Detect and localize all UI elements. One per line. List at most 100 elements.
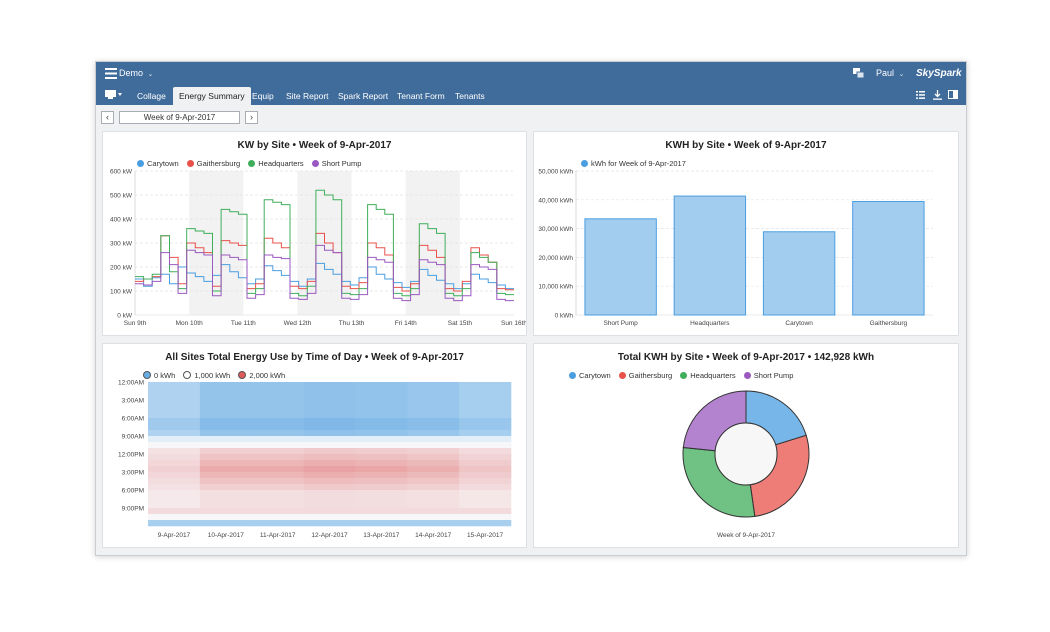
legend-item-kwh-week[interactable]: kWh for Week of 9-Apr-2017 [581, 159, 686, 168]
heat-cell [407, 406, 460, 413]
heat-cell [459, 508, 512, 515]
download-icon[interactable] [933, 90, 942, 100]
heat-cell [407, 454, 460, 461]
legend-item-headquarters[interactable]: Headquarters [680, 371, 736, 380]
series-line-short-pump [135, 244, 514, 302]
y-tick-label: 0 kWh [555, 313, 574, 320]
nav-bar: Collage Energy Summary Equip Site Report… [96, 85, 966, 105]
kwh-bar-chart[interactable]: 0 kWh 10,000 kWh 20,000 kWh 30,000 kWh 40,00… [534, 132, 959, 336]
next-week-button[interactable]: › [245, 111, 258, 124]
heat-cell [407, 478, 460, 485]
heat-cell [303, 448, 356, 455]
heat-cell [251, 448, 304, 455]
heatmap-title: All Sites Total Energy Use by Time of Da… [165, 352, 464, 363]
legend-item-short-pump[interactable]: Short Pump [311, 159, 361, 168]
heat-cell [251, 430, 304, 437]
heat-cell [148, 460, 201, 467]
heat-cell [199, 442, 253, 449]
heat-cell [459, 478, 512, 485]
windows-icon[interactable] [853, 68, 865, 79]
heat-cell [148, 442, 201, 449]
heat-cell [199, 430, 253, 437]
x-tick-label: Sat 15th [448, 320, 473, 327]
heat-cell [355, 382, 408, 389]
heat-cell [148, 430, 201, 437]
x-tick-label: 15-Apr-2017 [467, 532, 504, 539]
date-range-field[interactable]: Week of 9-Apr-2017 [119, 111, 240, 124]
heat-cell [459, 436, 512, 443]
heat-cell [251, 460, 304, 467]
kwh-chart-legend: kWh for Week of 9-Apr-2017 [581, 159, 692, 168]
heat-cell [303, 490, 356, 497]
y-tick-label: 200 kW [110, 265, 133, 272]
heat-cell [407, 502, 460, 509]
kw-line-chart[interactable]: 0 kW 100 kW 200 kW 300 kW 400 kW 500 kW 600 kW… [103, 132, 527, 336]
previous-week-button[interactable]: ‹ [101, 111, 114, 124]
legend-item-carytown[interactable]: Carytown [137, 159, 179, 168]
tab-tenants[interactable]: Tenants [455, 91, 485, 101]
heat-cell [407, 430, 460, 437]
legend-item-gaithersburg[interactable]: Gaithersburg [186, 159, 240, 168]
y-tick-label: 50,000 kWh [538, 169, 573, 176]
heat-cell [355, 388, 408, 395]
y-tick-label: 500 kW [110, 193, 133, 200]
heat-cell [148, 388, 201, 395]
heat-cell [355, 454, 408, 461]
kw-chart-legend: Carytown Gaithersburg Headquarters Short… [137, 159, 367, 168]
menu-icon[interactable] [105, 68, 117, 79]
heat-cell [407, 412, 460, 419]
heat-cell [459, 400, 512, 407]
legend-item-carytown[interactable]: Carytown [569, 371, 611, 380]
heat-cell [355, 514, 408, 521]
heat-cell [459, 406, 512, 413]
brand-logo: SkySpark [916, 68, 962, 79]
user-menu[interactable]: Paul ⌄ [876, 62, 904, 86]
x-tick-label: Thu 13th [339, 320, 365, 327]
app-selector-icon[interactable] [105, 90, 123, 99]
heat-cell [148, 400, 201, 407]
legend-item-gaithersburg[interactable]: Gaithersburg [618, 371, 672, 380]
heat-cell [148, 424, 201, 431]
heat-cell [251, 442, 304, 449]
heat-cell [407, 442, 460, 449]
x-tick-label: Carytown [785, 320, 813, 327]
legend-item-headquarters[interactable]: Headquarters [248, 159, 304, 168]
list-icon[interactable] [916, 91, 925, 99]
heat-cell [251, 490, 304, 497]
y-tick-label: 0 kW [117, 313, 133, 320]
heat-cell [303, 394, 356, 401]
heat-cell [407, 484, 460, 491]
heat-cell [199, 490, 253, 497]
heat-cell [407, 388, 460, 395]
heat-cell [459, 484, 512, 491]
y-tick-label: 20,000 kWh [538, 255, 573, 262]
heat-cell [355, 412, 408, 419]
workspace-switcher[interactable]: Demo ⌄ [119, 62, 153, 86]
legend-item-short-pump[interactable]: Short Pump [743, 371, 793, 380]
tab-tenant-form[interactable]: Tenant Form [397, 91, 445, 101]
legend-item-1000-kwh: 1,000 kWh [183, 371, 230, 380]
heat-cell [251, 472, 304, 479]
heat-cell [459, 412, 512, 419]
heat-cell [199, 424, 253, 431]
heat-cell [251, 514, 304, 521]
heatmap-legend: 0 kWh 1,000 kWh 2,000 kWh [143, 371, 291, 380]
heat-cell [303, 520, 356, 527]
tab-spark-report[interactable]: Spark Report [338, 91, 389, 101]
heat-cell [148, 466, 201, 473]
tab-collage[interactable]: Collage [137, 91, 166, 101]
y-tick-label: 40,000 kWh [538, 197, 573, 204]
x-tick-label: Mon 10th [176, 320, 203, 327]
heatmap-chart[interactable]: 9-Apr-2017 10-Apr-2017 11-Apr-2017 12-Apr-2… [103, 344, 527, 548]
tab-energy-summary[interactable]: Energy Summary [173, 87, 251, 105]
x-tick-label: 11-Apr-2017 [260, 532, 296, 539]
heat-cell [459, 388, 512, 395]
heat-cell [407, 472, 460, 479]
tab-site-report[interactable]: Site Report [286, 91, 329, 101]
tab-equip[interactable]: Equip [252, 91, 274, 101]
heat-cell [199, 448, 253, 455]
donut-chart[interactable]: Week of 9-Apr-2017 [534, 344, 959, 548]
heat-cell [303, 430, 356, 437]
heat-cell [148, 484, 201, 491]
panel-layout-icon[interactable] [948, 90, 958, 99]
